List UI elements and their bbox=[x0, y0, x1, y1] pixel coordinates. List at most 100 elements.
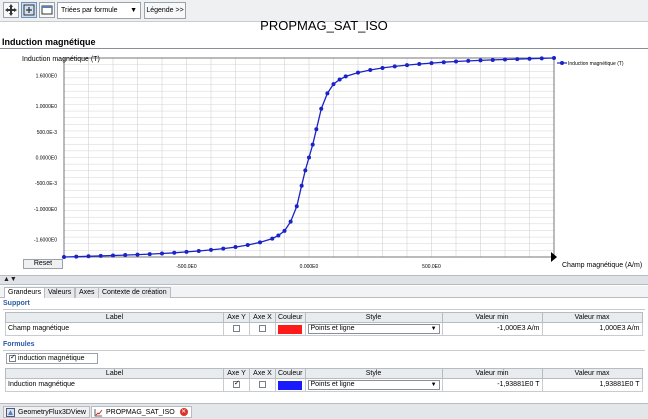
tab-axes[interactable]: Axes bbox=[75, 287, 99, 298]
data-point bbox=[299, 183, 304, 188]
axe-x-checkbox[interactable] bbox=[259, 324, 266, 332]
style-cell: Points et ligne ▼ bbox=[304, 378, 443, 392]
col-valeur-min: Valeur min bbox=[441, 368, 543, 379]
data-point bbox=[454, 59, 458, 64]
geometry-view-icon bbox=[6, 408, 15, 417]
axe-x-checkbox[interactable] bbox=[259, 380, 266, 388]
style-select[interactable]: Points et ligne ▼ bbox=[307, 380, 440, 390]
y-tick-label: -500.0E-3 bbox=[35, 181, 57, 187]
axe-y-checkbox[interactable] bbox=[233, 324, 240, 332]
data-point bbox=[98, 253, 103, 258]
valeur-min-cell: -1,000E3 A/m bbox=[441, 322, 543, 336]
data-point bbox=[160, 251, 164, 256]
tab-geometry-view[interactable]: GeometryFlux3DView bbox=[3, 406, 90, 418]
data-point bbox=[466, 58, 471, 63]
splitter-arrows-icon: ▲▼ bbox=[3, 276, 17, 283]
data-point bbox=[503, 57, 507, 62]
sort-select[interactable]: Triées par formule ▼ bbox=[57, 2, 141, 19]
tab-contexte[interactable]: Contexte de création bbox=[98, 287, 171, 298]
zoom-mode-icon[interactable] bbox=[21, 2, 37, 18]
data-point bbox=[417, 61, 422, 66]
data-point bbox=[270, 236, 275, 241]
data-point bbox=[380, 65, 385, 70]
page-title: PROPMAG_SAT_ISO bbox=[260, 18, 388, 33]
valeur-max-cell: 1,000E3 A/m bbox=[541, 322, 643, 336]
window-view-icon[interactable] bbox=[39, 2, 55, 18]
close-icon[interactable]: ✕ bbox=[179, 408, 188, 417]
data-point bbox=[331, 82, 336, 87]
col-valeur-max: Valeur max bbox=[541, 312, 643, 323]
data-point bbox=[282, 228, 287, 233]
legend-marker bbox=[560, 61, 564, 65]
col-couleur: Couleur bbox=[275, 312, 306, 323]
data-point bbox=[441, 60, 446, 65]
document-tab-bar: GeometryFlux3DView PROPMAG_SAT_ISO ✕ bbox=[0, 403, 648, 419]
color-swatch[interactable] bbox=[278, 324, 303, 334]
divider bbox=[3, 350, 645, 351]
data-point bbox=[478, 58, 483, 63]
table-row: Induction magnétique Points et ligne ▼ -1… bbox=[5, 378, 643, 392]
tab-propmag[interactable]: PROPMAG_SAT_ISO ✕ bbox=[91, 406, 192, 418]
tab-bar: Grandeurs Valeurs Axes Contexte de créat… bbox=[0, 286, 648, 298]
row-label: Induction magnétique bbox=[5, 378, 224, 392]
data-point bbox=[245, 243, 250, 248]
valeur-max-cell: 1,93881E0 T bbox=[541, 378, 643, 392]
data-point bbox=[319, 106, 324, 111]
x-tick-label: -500.0E0 bbox=[176, 264, 197, 270]
data-point bbox=[527, 56, 532, 61]
data-point bbox=[356, 70, 360, 75]
induction-chart[interactable]: Induction magnétique (T) Champ magnétiqu… bbox=[0, 50, 648, 272]
x-tick-label: 0.000E0 bbox=[300, 264, 319, 270]
data-point bbox=[86, 254, 91, 259]
col-label: Label bbox=[5, 368, 224, 379]
chart-subtitle: Induction magnétique bbox=[2, 37, 96, 47]
data-point bbox=[303, 168, 308, 173]
legend: Induction magnétique (T) bbox=[557, 61, 624, 67]
formula-checkbox[interactable] bbox=[9, 353, 16, 362]
divider bbox=[0, 48, 648, 49]
formula-tab[interactable]: induction magnétique bbox=[6, 353, 98, 364]
col-axe-y: Axe Y bbox=[223, 312, 250, 323]
style-cell: Points et ligne ▼ bbox=[304, 322, 443, 336]
table-header: Label Axe Y Axe X Couleur Style Valeur m… bbox=[5, 312, 643, 323]
axe-x-cell bbox=[249, 322, 276, 336]
data-point bbox=[539, 56, 544, 61]
data-point bbox=[307, 155, 311, 160]
col-valeur-min: Valeur min bbox=[441, 312, 543, 323]
axe-y-checkbox[interactable] bbox=[233, 380, 240, 388]
y-tick-label: 1.6000E0 bbox=[36, 73, 58, 79]
chart-grid bbox=[64, 58, 554, 257]
tab-grandeurs[interactable]: Grandeurs bbox=[4, 287, 46, 298]
y-axis-label: Induction magnétique (T) bbox=[22, 56, 100, 63]
data-point bbox=[429, 61, 434, 66]
panel-splitter[interactable]: ▲▼ bbox=[0, 275, 648, 285]
legend-entry: Induction magnétique (T) bbox=[568, 61, 624, 67]
formules-heading: Formules bbox=[3, 341, 35, 348]
y-tick-label: -1.6000E0 bbox=[34, 238, 57, 244]
tab-label: GeometryFlux3DView bbox=[18, 409, 86, 416]
data-point bbox=[74, 254, 79, 259]
style-select[interactable]: Points et ligne ▼ bbox=[307, 324, 440, 334]
col-couleur: Couleur bbox=[275, 368, 306, 379]
reset-button[interactable]: Reset bbox=[23, 259, 63, 269]
data-point bbox=[343, 74, 348, 79]
tab-label: PROPMAG_SAT_ISO bbox=[106, 409, 175, 416]
data-point bbox=[314, 127, 319, 132]
data-point bbox=[184, 249, 189, 254]
valeur-min-cell: -1,93881E0 T bbox=[441, 378, 543, 392]
data-point bbox=[276, 233, 281, 238]
tab-valeurs[interactable]: Valeurs bbox=[44, 287, 76, 298]
row-label: Champ magnétique bbox=[5, 322, 224, 336]
divider bbox=[3, 309, 645, 310]
y-tick-label: 500.0E-3 bbox=[37, 130, 58, 136]
data-point bbox=[111, 253, 115, 258]
pan-icon[interactable] bbox=[3, 2, 19, 18]
legend-button[interactable]: Légende >> bbox=[144, 2, 186, 19]
data-point bbox=[552, 56, 556, 61]
color-swatch[interactable] bbox=[278, 380, 303, 390]
table-row: Champ magnétique Points et ligne ▼ -1,000… bbox=[5, 322, 643, 336]
data-point bbox=[294, 204, 299, 209]
chevron-down-icon: ▼ bbox=[130, 7, 137, 14]
y-tick-label: 1.0000E0 bbox=[36, 104, 58, 110]
table-header: Label Axe Y Axe X Couleur Style Valeur m… bbox=[5, 368, 643, 379]
